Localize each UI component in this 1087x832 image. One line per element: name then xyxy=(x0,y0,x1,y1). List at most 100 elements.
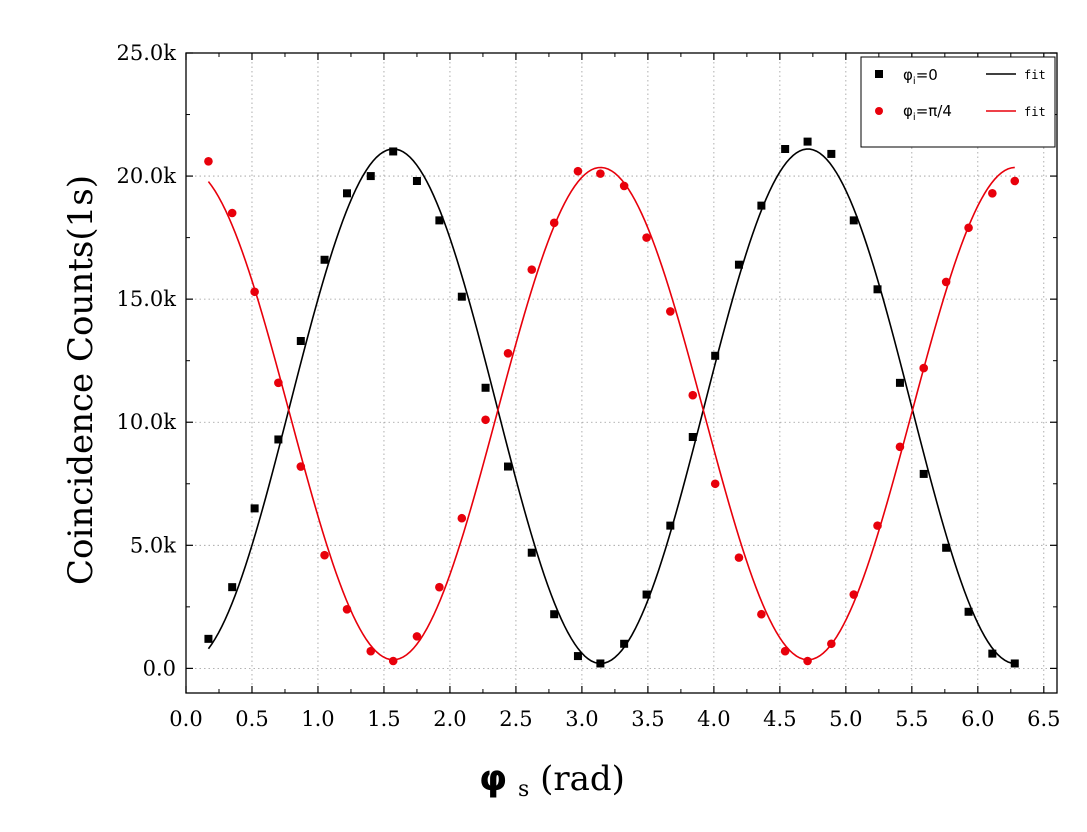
data-point-square xyxy=(1010,659,1019,668)
data-point-circle xyxy=(320,550,329,560)
data-point-square xyxy=(642,590,651,599)
data-point-circle xyxy=(873,521,882,530)
x-tick-label: 5.0 xyxy=(829,707,862,731)
data-point-circle xyxy=(596,169,605,178)
data-point-circle xyxy=(412,632,422,641)
data-point-square xyxy=(688,433,697,441)
data-point-circle xyxy=(388,656,398,666)
x-tick-label: 5.5 xyxy=(895,707,928,731)
legend-fit-label-a: fit xyxy=(1024,68,1046,82)
data-point-circle xyxy=(757,609,766,619)
data-point-square xyxy=(228,583,237,592)
data-point-square xyxy=(457,292,466,301)
x-tick-label: 3.5 xyxy=(631,707,664,731)
x-tick-label: 0.0 xyxy=(169,707,202,731)
data-point-square xyxy=(550,610,559,619)
x-tick-label: 4.0 xyxy=(697,707,730,731)
x-tick-label: 6.0 xyxy=(961,707,994,731)
data-point-circle xyxy=(666,307,675,316)
data-point-square xyxy=(343,189,352,198)
legend-marker-circle xyxy=(875,107,883,115)
data-point-square xyxy=(849,216,858,225)
axis-ticks: 0.0 0.5 1.0 1.5 2.0 2.5 3.0 3.5 4.0 4.5 5.0 5.5 6.0 6… xyxy=(117,41,1061,731)
data-point-square xyxy=(389,147,398,156)
data-point-circle xyxy=(481,415,490,425)
data-point-circle xyxy=(619,181,629,191)
data-point-circle xyxy=(941,277,951,287)
data-point-square xyxy=(481,383,490,392)
x-tick-label: 2.5 xyxy=(499,707,532,731)
data-point-circle xyxy=(642,233,651,242)
data-point-square xyxy=(366,172,375,181)
y-tick-label: 15.0k xyxy=(117,287,177,311)
data-point-circle xyxy=(435,582,444,592)
legend: φi=0 fit φi=π/4 fit xyxy=(860,56,1056,148)
x-tick-label: 0.5 xyxy=(235,707,268,731)
data-point-square xyxy=(734,260,743,269)
data-point-circle xyxy=(503,349,513,358)
data-point-circle xyxy=(688,390,698,400)
x-axis-title: φ s (rad) xyxy=(479,758,625,805)
legend-marker-square xyxy=(875,70,883,78)
data-point-square xyxy=(320,255,329,264)
data-point-circle xyxy=(1010,176,1020,186)
data-point-circle xyxy=(227,208,237,218)
x-tick-label: 4.5 xyxy=(763,707,796,731)
legend-box xyxy=(860,56,1056,148)
data-point-square xyxy=(573,652,582,661)
data-point-circle xyxy=(734,553,744,562)
data-point-circle xyxy=(827,639,836,649)
y-tick-label: 20.0k xyxy=(117,164,177,188)
data-point-circle xyxy=(573,166,583,176)
data-point-square xyxy=(412,177,421,185)
legend-label-series-b: φi=π/4 xyxy=(903,102,952,123)
data-point-square xyxy=(964,607,973,616)
plot-frame xyxy=(185,52,1058,694)
data-point-square xyxy=(274,435,283,444)
data-point-circle xyxy=(296,462,306,471)
data-point-square xyxy=(895,378,904,387)
data-point-square xyxy=(873,285,882,294)
data-point-square xyxy=(942,543,951,552)
data-point-square xyxy=(666,521,675,530)
x-tick-label: 6.5 xyxy=(1027,707,1060,731)
data-point-circle xyxy=(988,189,997,198)
data-point-circle xyxy=(549,218,559,228)
y-tick-label: 10.0k xyxy=(117,410,177,434)
data-point-circle xyxy=(964,223,973,233)
data-point-square xyxy=(711,351,720,360)
y-tick-label: 0.0 xyxy=(143,656,176,680)
data-point-circle xyxy=(895,442,905,452)
x-tick-label: 2.0 xyxy=(433,707,466,731)
data-point-square xyxy=(620,639,629,648)
data-point-square xyxy=(435,216,444,225)
data-point-circle xyxy=(919,363,929,373)
y-tick-label: 5.0k xyxy=(130,533,176,557)
data-point-circle xyxy=(366,646,376,656)
data-point-circle xyxy=(803,656,812,666)
y-axis-title: Coincidence Counts(1s) xyxy=(61,175,101,585)
data-point-square xyxy=(250,504,259,513)
x-axis-unit: (rad) xyxy=(540,759,625,799)
x-tick-label: 1.5 xyxy=(367,707,400,731)
data-points xyxy=(204,137,1020,668)
data-point-square xyxy=(596,659,605,668)
data-point-square xyxy=(803,137,812,146)
legend-label-series-a: φi=0 xyxy=(903,66,938,87)
data-point-square xyxy=(757,201,766,210)
data-point-circle xyxy=(274,378,283,388)
x-axis-subscript: s xyxy=(518,777,529,802)
data-point-square xyxy=(781,145,790,153)
data-point-square xyxy=(296,337,305,345)
x-tick-label: 1.0 xyxy=(301,707,334,731)
y-tick-label: 25.0k xyxy=(117,41,177,65)
data-point-circle xyxy=(204,157,213,166)
plot-area xyxy=(186,53,1057,693)
data-point-square xyxy=(527,548,536,557)
data-point-circle xyxy=(250,287,259,297)
data-point-circle xyxy=(780,646,790,656)
data-point-circle xyxy=(527,265,537,274)
data-point-square xyxy=(827,149,836,158)
data-point-circle xyxy=(342,605,352,614)
